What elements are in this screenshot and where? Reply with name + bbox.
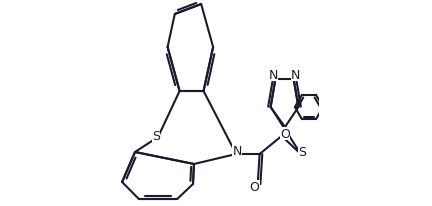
Text: O: O (280, 127, 290, 140)
Text: S: S (298, 146, 306, 159)
Text: N: N (232, 145, 242, 158)
Text: N: N (291, 69, 300, 82)
Text: N: N (269, 69, 278, 82)
Text: S: S (152, 130, 160, 143)
Text: O: O (250, 180, 260, 193)
